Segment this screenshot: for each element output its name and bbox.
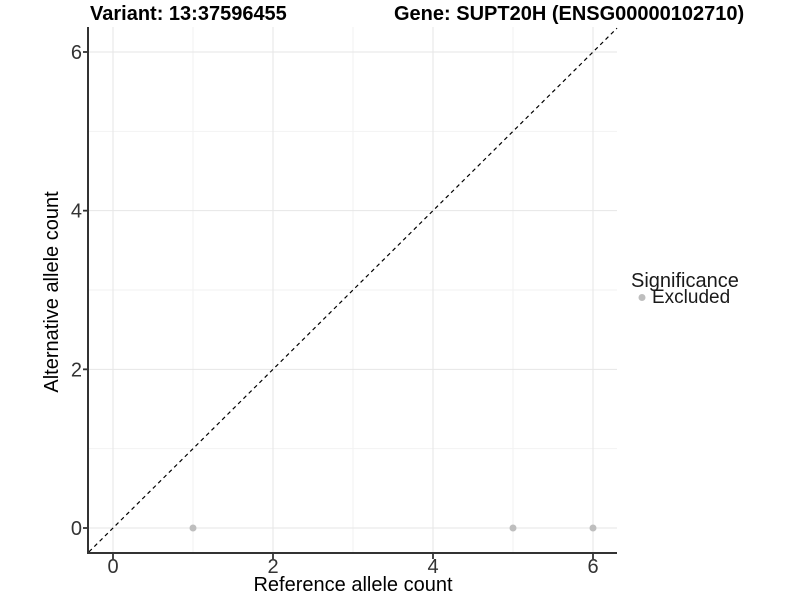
x-tick-label: 4 bbox=[427, 556, 438, 578]
y-tick-label: 0 bbox=[71, 518, 82, 540]
y-tick-label: 2 bbox=[71, 359, 82, 381]
data-point bbox=[589, 524, 597, 532]
legend: Significance Excluded bbox=[631, 270, 739, 308]
x-tick-label: 0 bbox=[107, 556, 118, 578]
legend-marker-excluded-icon bbox=[638, 294, 646, 301]
gridlines-major bbox=[89, 27, 617, 553]
plot-title-gene: Gene: SUPT20H (ENSG00000102710) bbox=[394, 3, 744, 25]
x-axis-tick-labels: 0 2 4 6 bbox=[107, 556, 598, 578]
x-tick-label: 2 bbox=[267, 556, 278, 578]
y-tick-label: 6 bbox=[71, 42, 82, 64]
x-tick-label: 6 bbox=[587, 556, 598, 578]
gridlines-minor bbox=[89, 27, 617, 553]
identity-line bbox=[88, 27, 618, 553]
identity-dashed-line bbox=[88, 27, 618, 553]
y-axis-label: Alternative allele count bbox=[41, 191, 63, 393]
y-axis-tick-labels: 0 2 4 6 bbox=[71, 42, 82, 540]
legend-item-label-excluded: Excluded bbox=[652, 287, 730, 308]
data-points bbox=[189, 524, 597, 532]
plot-title-variant: Variant: 13:37596455 bbox=[90, 3, 287, 25]
legend-title: Significance bbox=[631, 270, 739, 292]
x-axis-label: Reference allele count bbox=[253, 574, 452, 596]
data-point bbox=[509, 524, 517, 532]
data-point bbox=[189, 524, 197, 532]
y-tick-label: 4 bbox=[71, 201, 82, 223]
